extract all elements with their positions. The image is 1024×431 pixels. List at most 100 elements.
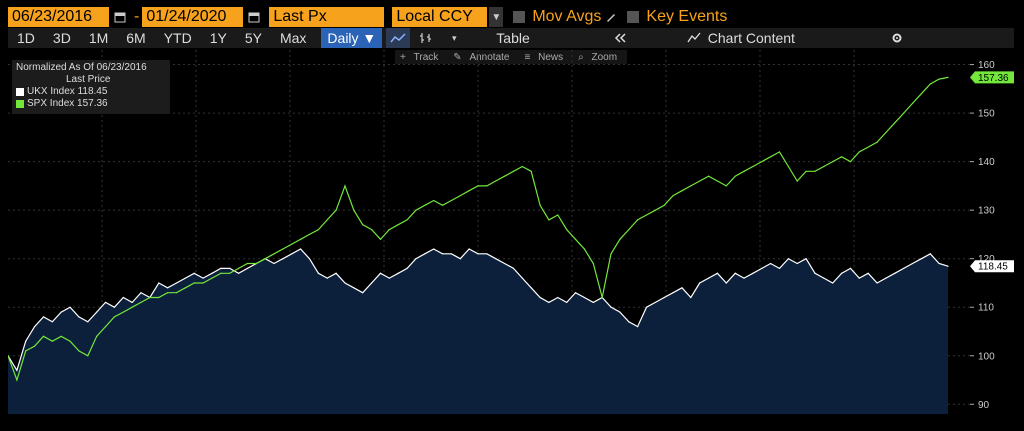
data-point <box>814 272 816 274</box>
chart-content-button[interactable]: Chart Content <box>707 30 795 46</box>
data-point <box>229 267 231 269</box>
data-point <box>60 335 62 337</box>
data-point <box>761 267 763 269</box>
data-point <box>699 282 701 284</box>
data-point <box>911 262 914 265</box>
checkbox[interactable] <box>627 11 640 23</box>
legend[interactable]: Normalized As Of 06/23/2016 Last Price U… <box>12 60 170 114</box>
annotation-bar: + Track ✎ Annotate ≡ News ⌕ Zoom <box>395 50 628 64</box>
data-point <box>840 156 843 158</box>
data-point <box>167 292 169 294</box>
collapse-icon[interactable] <box>608 28 632 48</box>
data-point <box>211 277 213 279</box>
data-point <box>308 258 311 260</box>
data-point <box>149 296 151 299</box>
data-point <box>752 165 754 168</box>
legend-swatch <box>16 100 24 108</box>
data-point <box>707 277 710 279</box>
top-toolbar: 06/23/2016 - 01/24/2020 Last Px Local CC… <box>8 6 727 28</box>
y-tick-label: 100 <box>978 351 995 362</box>
plot-area[interactable] <box>8 50 970 414</box>
data-point <box>246 267 249 269</box>
data-point <box>787 258 789 260</box>
y-tick-label: 140 <box>978 157 995 168</box>
data-point <box>486 185 488 187</box>
data-point <box>326 277 328 279</box>
legend-subtitle: Last Price <box>66 74 111 85</box>
frequency-select[interactable]: Daily ▼ <box>321 28 383 48</box>
data-point <box>326 219 328 221</box>
calendar-icon[interactable] <box>113 10 127 24</box>
currency-select[interactable]: Local CCY <box>392 7 488 27</box>
gear-icon[interactable] <box>885 28 909 48</box>
data-point <box>637 326 639 328</box>
chevron-down-icon[interactable]: ▼ <box>489 7 504 27</box>
period-5y[interactable]: 5Y <box>244 30 262 46</box>
data-point <box>450 253 452 255</box>
last-value-badge <box>970 71 1014 84</box>
data-point <box>78 350 80 352</box>
data-point <box>433 199 435 202</box>
data-point <box>681 287 683 289</box>
end-date-field[interactable]: 01/24/2020 <box>142 7 244 27</box>
data-point <box>716 180 719 182</box>
data-point <box>370 228 373 231</box>
data-point <box>566 301 568 303</box>
price-field-select[interactable]: Last Px <box>269 7 385 27</box>
data-point <box>60 311 62 313</box>
mov-avgs-label: Mov Avgs <box>532 8 602 25</box>
start-date-field[interactable]: 06/23/2016 <box>8 7 109 27</box>
annotate-label: Annotate <box>469 51 510 63</box>
data-point <box>211 272 213 274</box>
data-point <box>34 345 36 347</box>
mov-avgs-toggle[interactable]: Mov Avgs <box>513 8 617 26</box>
data-point <box>69 340 71 342</box>
data-point <box>202 282 204 284</box>
data-point <box>619 238 621 240</box>
y-tick-label: 90 <box>978 400 990 411</box>
period-6m[interactable]: 6M <box>126 30 146 46</box>
data-point <box>654 301 656 303</box>
period-max[interactable]: Max <box>279 30 307 46</box>
data-point <box>707 175 710 177</box>
key-events-toggle[interactable]: Key Events <box>627 8 727 26</box>
data-point <box>335 209 337 211</box>
data-point <box>282 258 284 260</box>
checkbox[interactable] <box>513 11 526 23</box>
data-point <box>477 253 479 255</box>
data-point <box>158 282 160 284</box>
data-point <box>237 272 240 274</box>
data-point <box>583 296 586 299</box>
annotate-button[interactable]: ✎ Annotate <box>448 52 519 63</box>
legend-label: SPX Index 157.36 <box>27 98 108 109</box>
news-button[interactable]: ≡ News <box>519 52 573 63</box>
track-button[interactable]: + Track <box>395 52 448 63</box>
bar-chart-icon[interactable] <box>414 28 438 48</box>
data-point <box>308 233 311 236</box>
period-3d[interactable]: 3D <box>52 30 71 46</box>
data-point <box>273 253 275 255</box>
key-events-label: Key Events <box>646 8 728 25</box>
data-point <box>557 214 559 216</box>
pencil-icon[interactable] <box>605 11 617 23</box>
zoom-button[interactable]: ⌕ Zoom <box>573 52 627 63</box>
data-point <box>628 321 630 323</box>
track-label: Track <box>413 51 439 63</box>
data-point <box>504 175 506 177</box>
period-1y[interactable]: 1Y <box>209 30 227 46</box>
data-point <box>193 272 195 274</box>
data-point <box>220 267 222 269</box>
data-point <box>406 267 408 269</box>
period-1d[interactable]: 1D <box>17 30 35 46</box>
data-point <box>787 165 789 168</box>
line-chart-icon[interactable] <box>386 28 411 48</box>
dropdown-icon[interactable]: ▾ <box>452 32 457 43</box>
calendar-icon[interactable] <box>247 10 261 24</box>
period-1m[interactable]: 1M <box>88 30 109 46</box>
period-ytd[interactable]: YTD <box>163 30 192 46</box>
table-button[interactable]: Table <box>496 30 530 46</box>
data-point <box>441 204 444 206</box>
data-point <box>840 272 843 274</box>
chart-content-icon[interactable] <box>682 28 706 48</box>
data-point <box>344 185 346 187</box>
